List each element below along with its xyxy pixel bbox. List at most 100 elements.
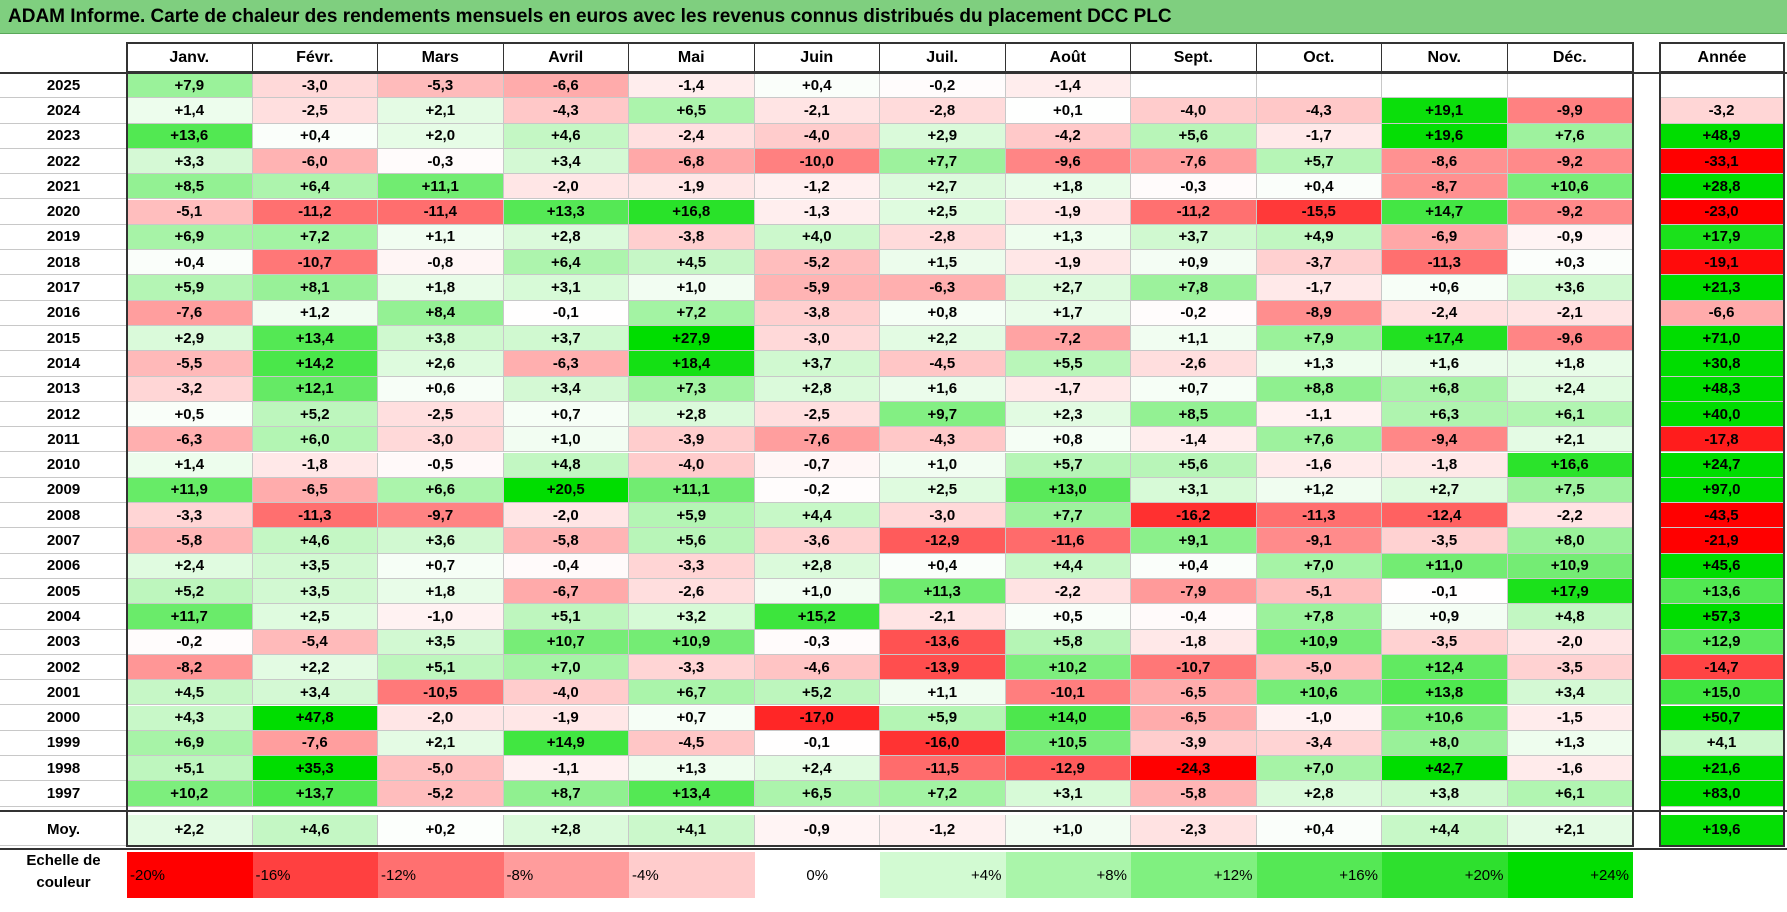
year-label: 2013 <box>0 376 127 402</box>
heatmap-cell: +20,5 <box>503 477 629 504</box>
heatmap-cell: -1,9 <box>1005 250 1131 276</box>
heatmap-cell: -5,5 <box>127 351 253 377</box>
color-scale-step: +8% <box>1005 852 1131 898</box>
heatmap-cell: +0,9 <box>1131 250 1257 276</box>
heatmap-cell: +2,0 <box>378 123 504 149</box>
heatmap-cell: +3,5 <box>378 629 504 655</box>
heatmap-cell: +0,5 <box>127 401 253 428</box>
heatmap-cell: -7,6 <box>1131 148 1257 175</box>
heatmap-cell <box>1507 73 1633 99</box>
heatmap-cell: +2,4 <box>127 553 253 579</box>
year-label: 2004 <box>0 604 127 630</box>
heatmap-cell: -8,2 <box>127 654 253 681</box>
heatmap-cell: -2,8 <box>880 98 1006 124</box>
heatmap-cell: +0,4 <box>252 123 378 149</box>
heatmap-cell: +1,7 <box>1005 300 1131 326</box>
heatmap-cell: +13,0 <box>1005 477 1131 504</box>
annual-total-cell: -3,2 <box>1660 98 1784 124</box>
heatmap-cell: -6,5 <box>1131 680 1257 706</box>
year-label: 2018 <box>0 250 127 276</box>
heatmap-cell: +6,6 <box>378 477 504 504</box>
heatmap-cell: +15,2 <box>754 604 880 630</box>
heatmap-cell: +0,5 <box>1005 604 1131 630</box>
heatmap-cell: +4,4 <box>754 503 880 529</box>
month-header: Juil. <box>880 43 1006 72</box>
heatmap-cell: +2,1 <box>378 98 504 124</box>
year-label: 2006 <box>0 553 127 579</box>
heatmap-cell: +4,6 <box>503 123 629 149</box>
heatmap-cell: +10,6 <box>1507 174 1633 200</box>
year-label: 2012 <box>0 401 127 428</box>
annual-total-cell: -14,7 <box>1660 654 1784 681</box>
year-label: 1998 <box>0 756 127 782</box>
heatmap-cell: -4,0 <box>503 680 629 706</box>
heatmap-cell: -7,9 <box>1131 579 1257 605</box>
heatmap-cell: +9,1 <box>1131 528 1257 554</box>
heatmap-cell: +1,6 <box>880 376 1006 402</box>
heatmap-cell: +6,9 <box>127 224 253 251</box>
heatmap-cell: +1,0 <box>880 452 1006 478</box>
heatmap-cell: -4,3 <box>880 427 1006 453</box>
heatmap-cell: -6,5 <box>1131 705 1257 731</box>
heatmap-cell: +3,4 <box>252 680 378 706</box>
color-scale-step: -16% <box>252 852 378 898</box>
heatmap-cell: +2,7 <box>880 174 1006 200</box>
annual-total-cell: +17,9 <box>1660 224 1784 251</box>
heatmap-cell: -2,6 <box>629 579 755 605</box>
heatmap-cell: -2,0 <box>503 503 629 529</box>
heatmap-cell: -11,3 <box>252 503 378 529</box>
heatmap-cell: -10,7 <box>1131 654 1257 681</box>
heatmap-cell: -17,0 <box>754 705 880 731</box>
color-scale-step: -20% <box>127 852 253 898</box>
heatmap-cell: +5,7 <box>1005 452 1131 478</box>
heatmap-cell: -2,1 <box>880 604 1006 630</box>
heatmap-cell: +6,4 <box>252 174 378 200</box>
heatmap-cell: +2,4 <box>1507 376 1633 402</box>
month-header: Oct. <box>1256 43 1382 72</box>
annual-total-cell: +30,8 <box>1660 351 1784 377</box>
heatmap-cell: -7,6 <box>252 730 378 757</box>
heatmap-cell: +1,2 <box>1256 477 1382 504</box>
heatmap-cell: +2,8 <box>1256 781 1382 807</box>
heatmap-cell: -13,6 <box>880 629 1006 655</box>
month-header: Janv. <box>127 43 253 72</box>
heatmap-cell: -3,7 <box>1256 250 1382 276</box>
heatmap-cell: -1,8 <box>1131 629 1257 655</box>
heatmap-cell: -1,4 <box>1005 73 1131 99</box>
heatmap-cell: +2,8 <box>503 224 629 251</box>
average-cell: +1,0 <box>1005 814 1131 846</box>
annual-total-cell: +50,7 <box>1660 705 1784 731</box>
color-scale-step: +20% <box>1382 852 1508 898</box>
average-cell: +2,1 <box>1507 814 1633 846</box>
heatmap-cell: +2,7 <box>1382 477 1508 504</box>
heatmap-cell: +3,7 <box>754 351 880 377</box>
heatmap-cell: -4,2 <box>1005 123 1131 149</box>
heatmap-cell: +8,1 <box>252 275 378 301</box>
heatmap-cell: +12,4 <box>1382 654 1508 681</box>
heatmap-cell: +8,4 <box>378 300 504 326</box>
heatmap-cell: -2,2 <box>1005 579 1131 605</box>
heatmap-cell: +7,9 <box>127 73 253 99</box>
heatmap-cell: +0,8 <box>1005 427 1131 453</box>
heatmap-cell: -4,6 <box>754 654 880 681</box>
heatmap-cell: +5,2 <box>127 579 253 605</box>
heatmap-cell: +10,9 <box>629 629 755 655</box>
heatmap-cell: -12,9 <box>880 528 1006 554</box>
heatmap-cell: +6,5 <box>754 781 880 807</box>
color-scale-step: +16% <box>1256 852 1382 898</box>
heatmap-cell: +7,5 <box>1507 477 1633 504</box>
heatmap-cell: -11,3 <box>1256 503 1382 529</box>
heatmap-cell: -3,2 <box>127 376 253 402</box>
heatmap-cell: +6,4 <box>503 250 629 276</box>
annual-total-cell: -21,9 <box>1660 528 1784 554</box>
heatmap-cell: +2,5 <box>252 604 378 630</box>
heatmap-cell: +5,6 <box>1131 452 1257 478</box>
heatmap-cell: -4,3 <box>503 98 629 124</box>
heatmap-cell: -24,3 <box>1131 756 1257 782</box>
heatmap-cell: -6,9 <box>1382 224 1508 251</box>
annual-total-cell: -17,8 <box>1660 427 1784 453</box>
heatmap-cell: -1,7 <box>1005 376 1131 402</box>
heatmap-cell: +11,3 <box>880 579 1006 605</box>
heatmap-cell: -1,9 <box>629 174 755 200</box>
heatmap-cell: +7,2 <box>880 781 1006 807</box>
